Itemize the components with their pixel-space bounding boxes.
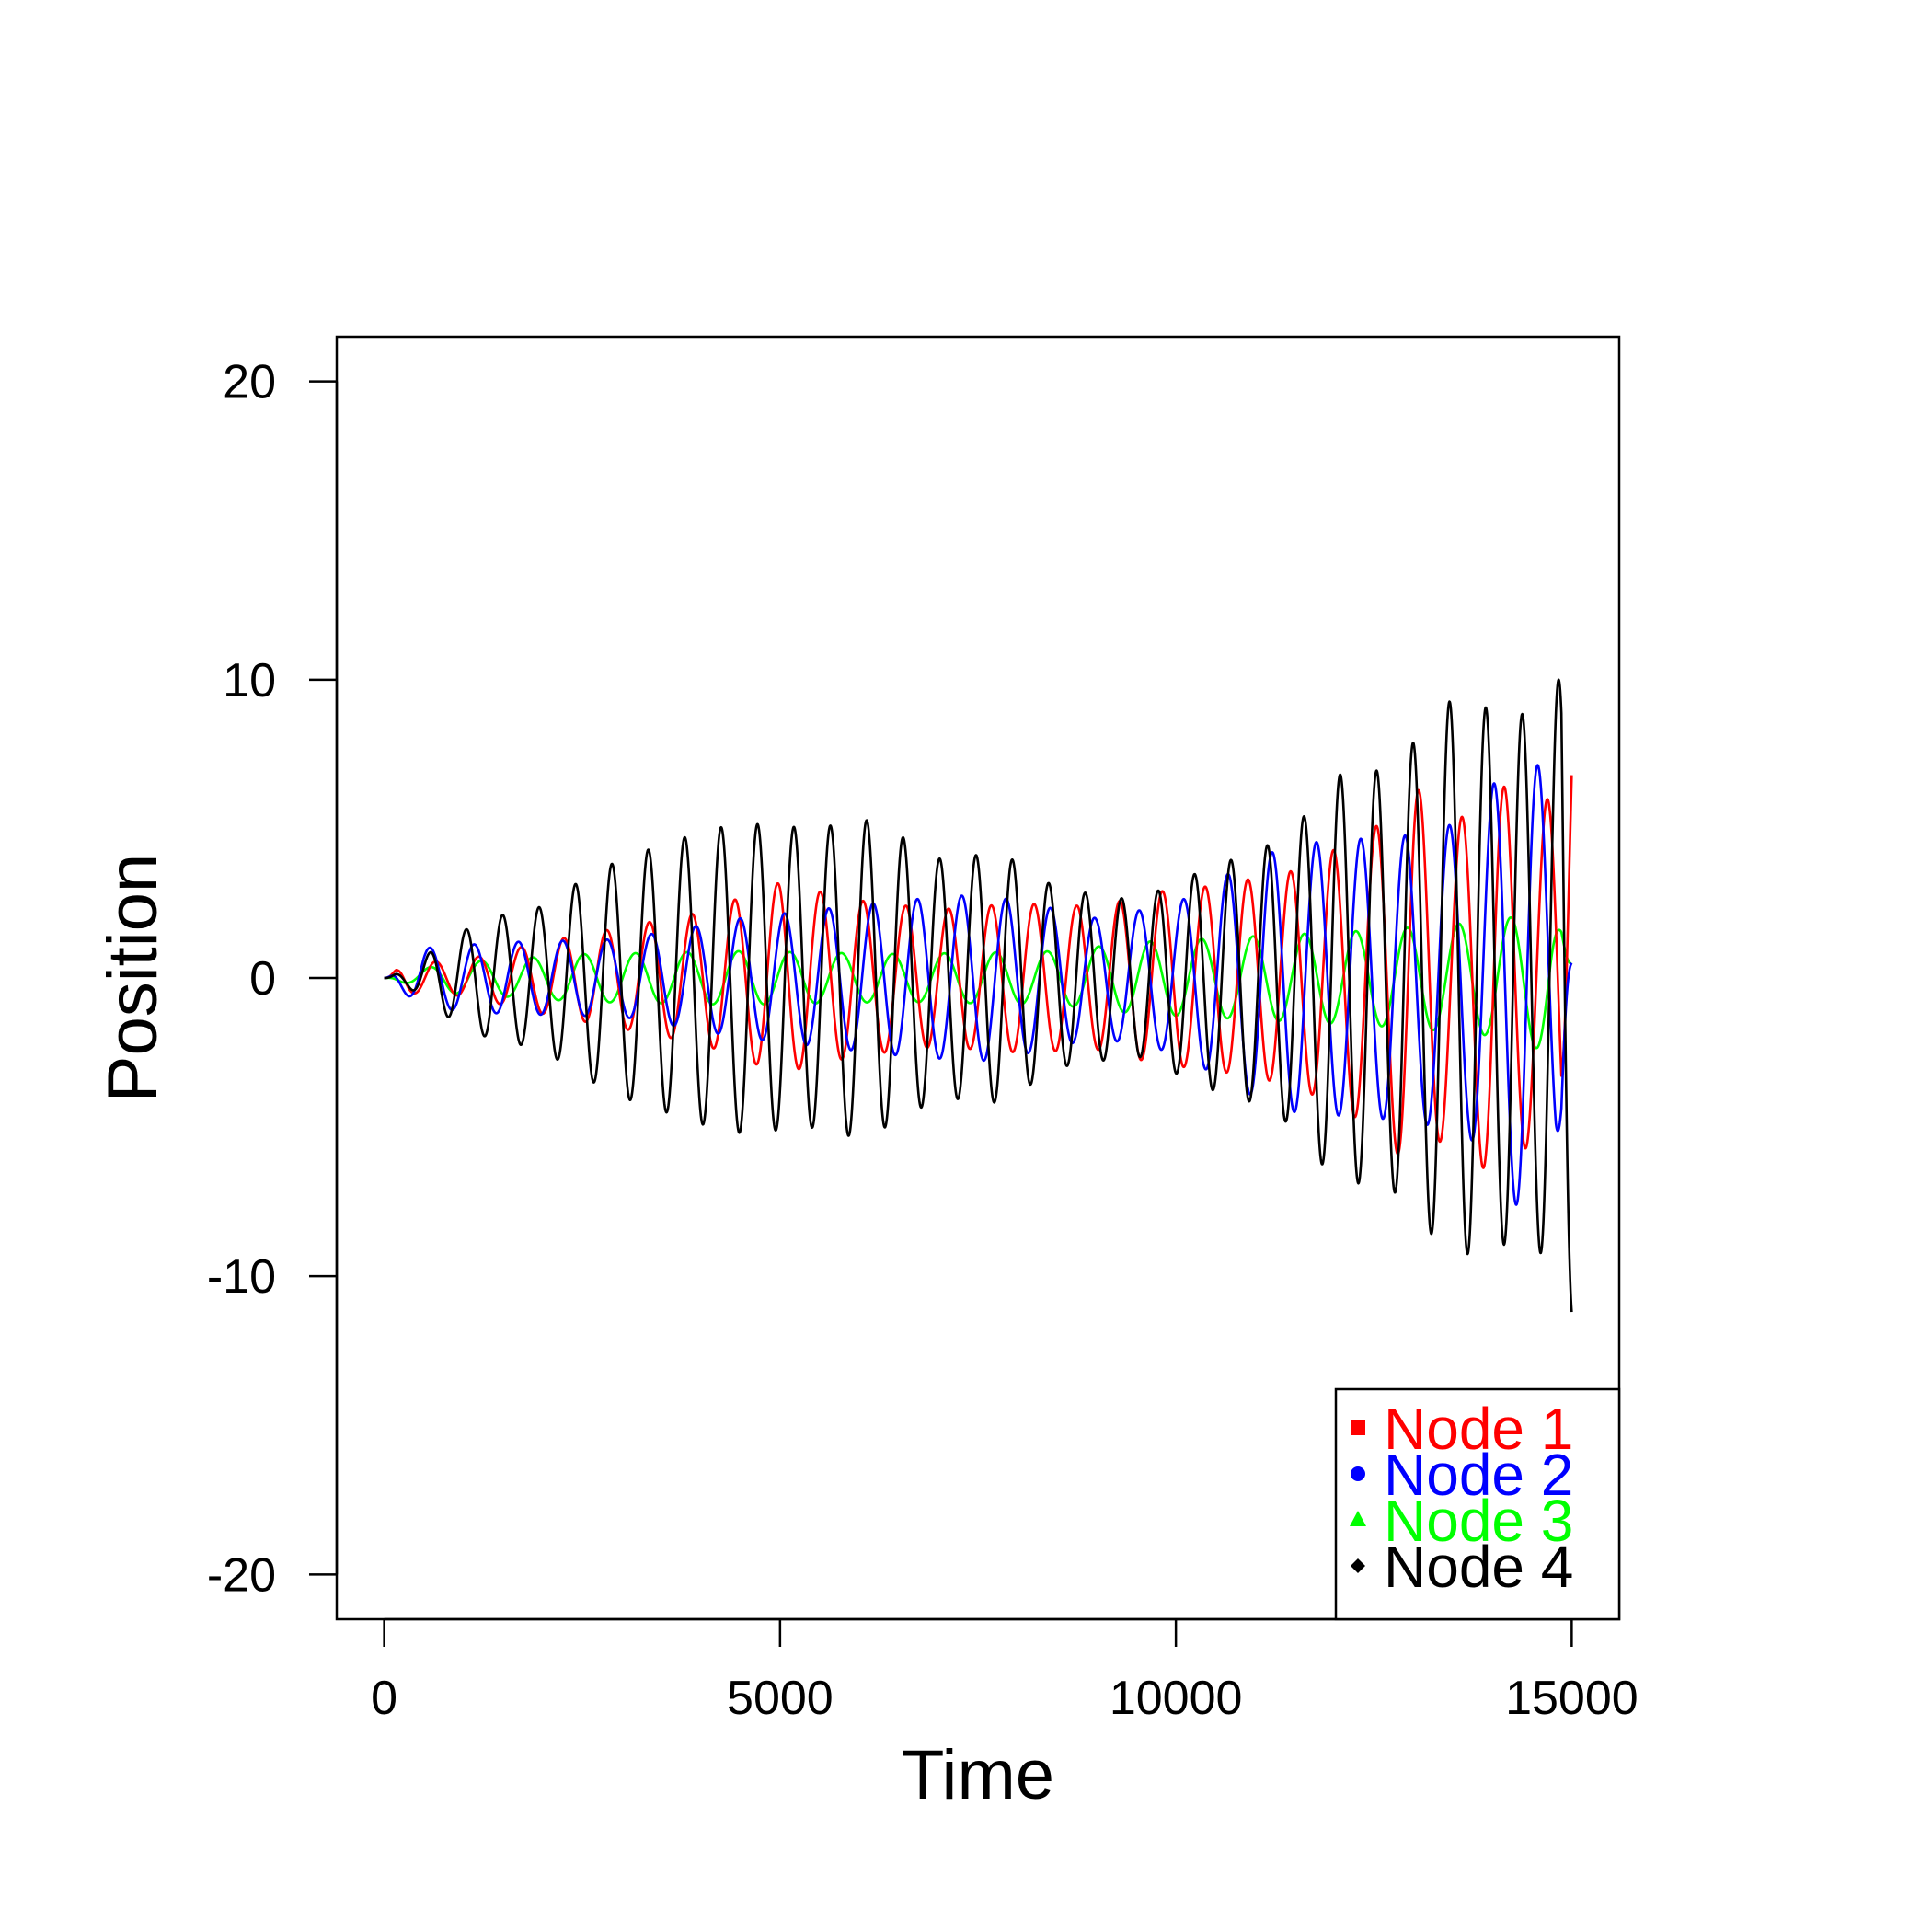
legend-label-node-2: Node 2 — [1384, 1442, 1573, 1508]
y-tick-label: -20 — [207, 1548, 276, 1602]
legend-label-node-3: Node 3 — [1384, 1488, 1573, 1554]
legend-marker-triangle — [1350, 1511, 1366, 1526]
series-line-node-2 — [383, 764, 1573, 1206]
y-tick-label: 0 — [249, 952, 276, 1006]
y-axis-label: Position — [94, 854, 172, 1102]
x-tick-label: 15000 — [1505, 1672, 1639, 1725]
legend-box — [1334, 1387, 1621, 1621]
x-tick-label: 5000 — [727, 1672, 834, 1725]
x-tick-label: 0 — [371, 1672, 397, 1725]
x-tick-label: 10000 — [1110, 1672, 1243, 1725]
x-axis-label: Time — [902, 1736, 1054, 1814]
series-layer — [383, 678, 1573, 1313]
series-line-node-4 — [383, 678, 1573, 1313]
legend-marker-diamond — [1351, 1558, 1365, 1573]
legend-label-node-1: Node 1 — [1384, 1396, 1573, 1462]
axis-layer: 0 5000 10000 15000 -20 -10 0 10 20 — [207, 356, 1639, 1725]
series-line-node-1 — [383, 775, 1573, 1169]
y-tick-label: 20 — [223, 356, 276, 409]
y-tick-label: 10 — [223, 654, 276, 707]
y-tick-label: -10 — [207, 1250, 276, 1304]
legend-label-node-4: Node 4 — [1384, 1534, 1573, 1600]
legend-marker-square — [1351, 1420, 1365, 1435]
legend-marker-circle — [1351, 1466, 1365, 1481]
